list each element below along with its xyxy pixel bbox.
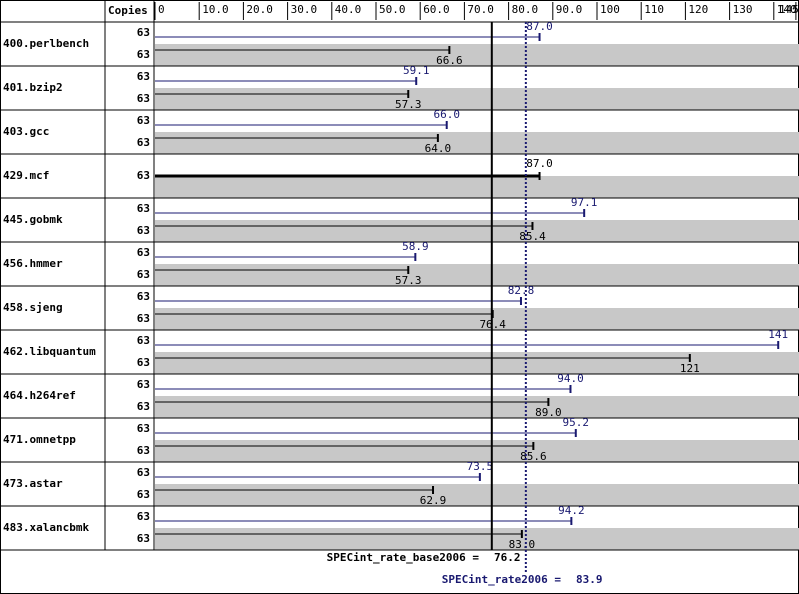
x-tick-label: 120 xyxy=(688,3,708,16)
copies: 63 xyxy=(137,26,150,39)
copies: 63 xyxy=(137,466,150,479)
value-label: 66.6 xyxy=(436,54,463,67)
copies: 63 xyxy=(137,48,150,61)
base-band xyxy=(155,176,799,198)
benchmark-name: 445.gobmk xyxy=(3,213,63,226)
x-tick-label: 50.0 xyxy=(379,3,406,16)
benchmark-name: 403.gcc xyxy=(3,125,49,138)
base-band xyxy=(155,308,799,330)
copies: 63 xyxy=(137,422,150,435)
copies: 63 xyxy=(137,488,150,501)
copies: 63 xyxy=(137,532,150,545)
x-tick-label: 130 xyxy=(733,3,753,16)
x-tick-label: 145 xyxy=(779,3,799,16)
benchmark-name: 400.perlbench xyxy=(3,37,89,50)
base-band xyxy=(155,44,799,66)
copies: 63 xyxy=(137,202,150,215)
base-band xyxy=(155,484,799,506)
x-tick-label: 0 xyxy=(158,3,165,16)
value-label: 89.0 xyxy=(535,406,562,419)
value-label: 64.0 xyxy=(425,142,452,155)
value-label: 87.0 xyxy=(526,157,553,170)
copies: 63 xyxy=(137,444,150,457)
benchmark-name: 429.mcf xyxy=(3,169,49,182)
benchmark-name: 462.libquantum xyxy=(3,345,96,358)
base-band xyxy=(155,528,799,550)
copies: 63 xyxy=(137,136,150,149)
base-band xyxy=(155,352,799,374)
value-label: 83.0 xyxy=(509,538,536,551)
benchmark-name: 473.astar xyxy=(3,477,63,490)
benchmark-name: 456.hmmer xyxy=(3,257,63,270)
x-tick-label: 40.0 xyxy=(335,3,362,16)
base-band xyxy=(155,220,799,242)
copies: 63 xyxy=(137,169,150,182)
x-tick-label: 10.0 xyxy=(202,3,229,16)
peak-metric-value: 83.9 xyxy=(576,573,603,586)
base-band xyxy=(155,132,799,154)
benchmark-name: 401.bzip2 xyxy=(3,81,63,94)
value-label: 141 xyxy=(768,328,788,341)
value-label: 95.2 xyxy=(563,416,590,429)
copies-header: Copies xyxy=(108,4,148,17)
copies: 63 xyxy=(137,378,150,391)
copies: 63 xyxy=(137,290,150,303)
x-tick-label: 90.0 xyxy=(556,3,583,16)
copies: 63 xyxy=(137,246,150,259)
value-label: 66.0 xyxy=(433,108,460,121)
value-label: 121 xyxy=(680,362,700,375)
value-label: 73.5 xyxy=(467,460,494,473)
value-label: 59.1 xyxy=(403,64,430,77)
benchmark-name: 458.sjeng xyxy=(3,301,63,314)
base-band xyxy=(155,264,799,286)
value-label: 62.9 xyxy=(420,494,447,507)
value-label: 76.4 xyxy=(479,318,506,331)
value-label: 97.1 xyxy=(571,196,598,209)
benchmark-name: 464.h264ref xyxy=(3,389,76,402)
value-label: 87.0 xyxy=(526,20,553,33)
base-band xyxy=(155,396,799,418)
peak-metric-label: SPECint_rate2006 = xyxy=(442,573,562,586)
value-label: 58.9 xyxy=(402,240,429,253)
copies: 63 xyxy=(137,268,150,281)
copies: 63 xyxy=(137,356,150,369)
x-tick-label: 70.0 xyxy=(467,3,494,16)
copies: 63 xyxy=(137,114,150,127)
copies: 63 xyxy=(137,510,150,523)
x-tick-label: 60.0 xyxy=(423,3,450,16)
base-band xyxy=(155,88,799,110)
benchmark-name: 471.omnetpp xyxy=(3,433,76,446)
x-tick-label: 100 xyxy=(600,3,620,16)
base-band xyxy=(155,440,799,462)
value-label: 57.3 xyxy=(395,274,422,287)
value-label: 94.2 xyxy=(558,504,585,517)
x-tick-label: 110 xyxy=(644,3,664,16)
value-label: 85.6 xyxy=(520,450,547,463)
copies: 63 xyxy=(137,400,150,413)
x-tick-label: 80.0 xyxy=(512,3,538,16)
value-label: 82.8 xyxy=(508,284,535,297)
benchmark-name: 483.xalancbmk xyxy=(3,521,89,534)
copies: 63 xyxy=(137,92,150,105)
base-metric-value: 76.2 xyxy=(494,551,521,564)
x-tick-label: 140 xyxy=(777,3,797,16)
base-metric-label: SPECint_rate_base2006 = xyxy=(327,551,480,564)
value-label: 57.3 xyxy=(395,98,422,111)
copies: 63 xyxy=(137,334,150,347)
copies: 63 xyxy=(137,224,150,237)
copies: 63 xyxy=(137,70,150,83)
value-label: 94.0 xyxy=(557,372,584,385)
x-tick-label: 30.0 xyxy=(291,3,318,16)
x-tick-label: 20.0 xyxy=(246,3,273,16)
value-label: 85.4 xyxy=(519,230,546,243)
copies: 63 xyxy=(137,312,150,325)
